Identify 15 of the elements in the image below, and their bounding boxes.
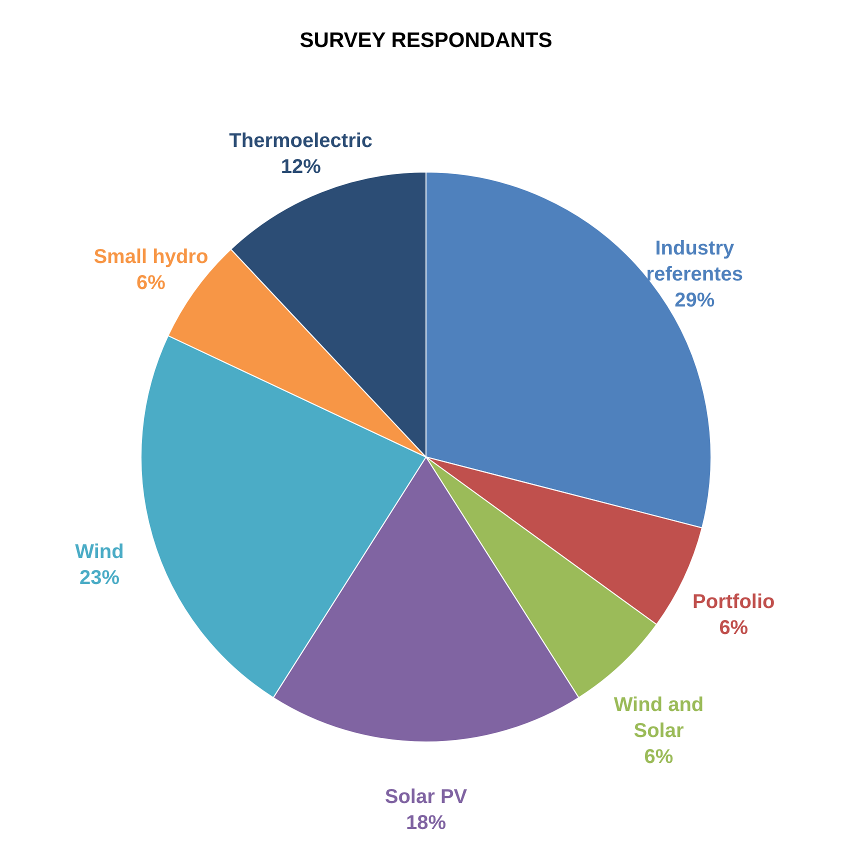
- data-label: 12%: [280, 156, 322, 178]
- slice-label: Wind: [75, 540, 124, 563]
- slice-label: Industry referentes: [646, 238, 744, 286]
- slice-label: Small hydro: [94, 246, 208, 268]
- data-label: 6%: [719, 616, 748, 639]
- slice-label: Wind and Solar: [614, 694, 704, 742]
- data-label: 18%: [406, 812, 446, 834]
- slice-label: Thermoelectric: [229, 130, 373, 152]
- data-label: 23%: [79, 566, 120, 589]
- data-label: 6%: [644, 746, 674, 768]
- slice-label: Portfolio: [692, 590, 775, 613]
- data-label: 29%: [674, 290, 715, 312]
- data-label: 6%: [136, 272, 166, 294]
- chart-title: SURVEY RESPONDANTS: [300, 29, 552, 52]
- slice-label: Solar PV: [384, 786, 468, 808]
